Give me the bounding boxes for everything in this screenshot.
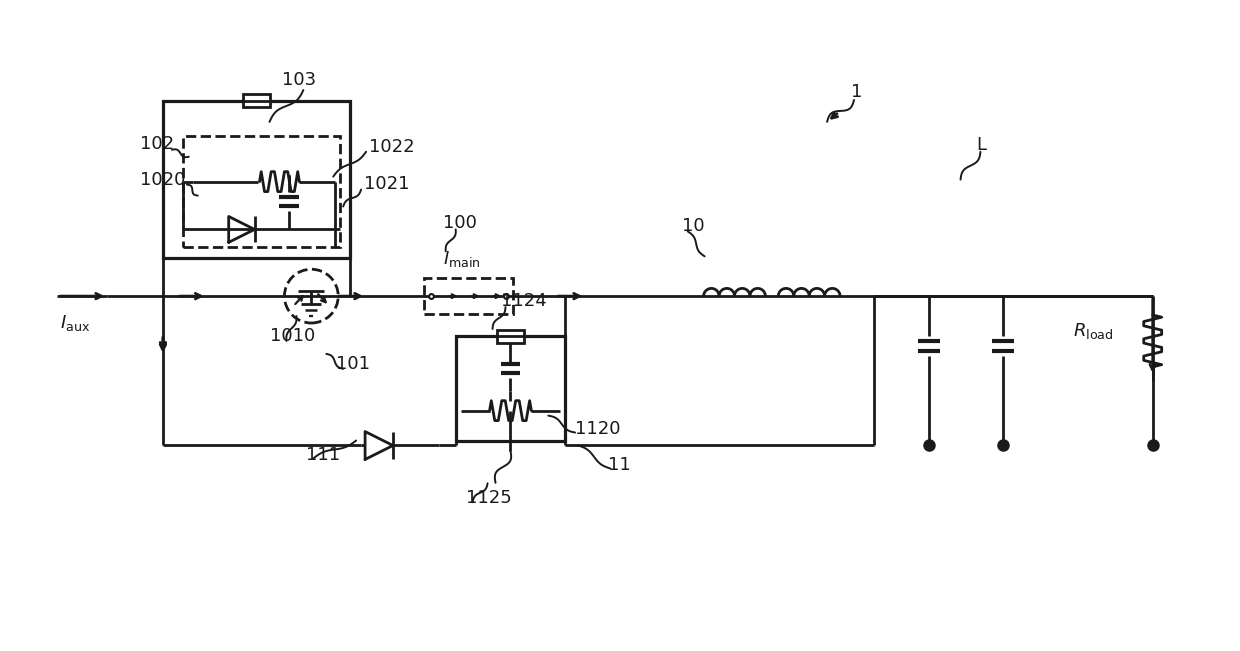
Text: 1020: 1020 [140, 171, 186, 189]
Bar [456, 337, 565, 441]
Text: 1021: 1021 [365, 174, 409, 193]
Text: 11: 11 [608, 456, 631, 475]
Text: 111: 111 [306, 447, 341, 464]
Text: 1124: 1124 [501, 292, 547, 310]
Text: L: L [976, 136, 987, 154]
Text: $I_{\rm main}$: $I_{\rm main}$ [443, 249, 481, 270]
Text: 100: 100 [443, 214, 476, 232]
Bar [496, 330, 525, 343]
Text: 102: 102 [140, 135, 174, 153]
Text: 101: 101 [336, 355, 371, 373]
Text: $R_{\rm load}$: $R_{\rm load}$ [1073, 321, 1114, 341]
Bar [243, 94, 270, 107]
Text: 10: 10 [682, 217, 704, 236]
Text: 1125: 1125 [466, 490, 511, 507]
Text: 1010: 1010 [269, 327, 315, 345]
Bar [162, 101, 350, 258]
Bar [424, 278, 513, 314]
Text: 1022: 1022 [370, 138, 414, 156]
Text: 103: 103 [283, 71, 316, 89]
Text: $I_{\rm aux}$: $I_{\rm aux}$ [61, 313, 91, 333]
Bar [182, 136, 340, 247]
Text: 1: 1 [851, 83, 862, 101]
Text: 1120: 1120 [575, 419, 621, 437]
